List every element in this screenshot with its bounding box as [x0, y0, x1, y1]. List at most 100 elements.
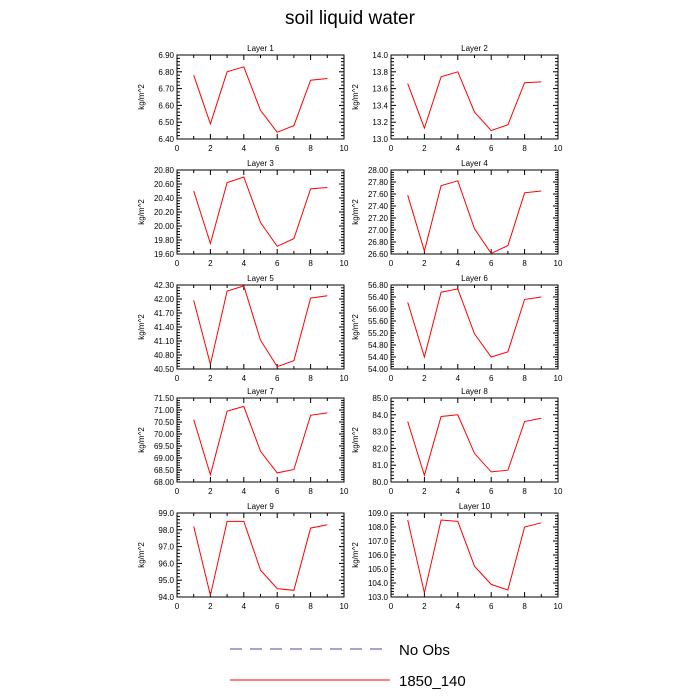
x-tick-label: 4 — [242, 602, 247, 611]
plot-frame — [176, 397, 345, 483]
y-tick-label: 56.80 — [368, 281, 389, 290]
plot-frame — [176, 284, 345, 370]
y-tick-label: 70.50 — [154, 418, 175, 427]
y-tick-label: 107.0 — [368, 537, 389, 546]
panel-layer-9: Layer 9 kg/m^2 0 2 4 6 8 10 94.0 95.0 96.0 97.0 98.0… — [137, 502, 349, 611]
y-tick-label: 83.0 — [372, 428, 388, 437]
x-tick-label: 2 — [422, 144, 427, 153]
y-tick-label: 27.80 — [368, 178, 389, 187]
x-tick-label: 0 — [389, 602, 394, 611]
y-tick-label: 55.60 — [368, 317, 389, 326]
panel-title: Layer 6 — [461, 274, 488, 283]
series-line-1850-140 — [193, 520, 328, 596]
panel-layer-2: Layer 2 kg/m^2 0 2 4 6 8 10 13.0 13.2 13.4 13.6 13.8… — [351, 44, 563, 153]
y-tick-label: 40.50 — [154, 365, 175, 374]
x-tick-label: 2 — [422, 487, 427, 496]
y-tick-label: 41.70 — [154, 309, 175, 318]
panel-title: Layer 1 — [247, 44, 274, 53]
x-tick-label: 0 — [389, 259, 394, 268]
x-tick-label: 4 — [242, 144, 247, 153]
x-tick-label: 4 — [456, 487, 461, 496]
y-tick-label: 13.0 — [372, 135, 388, 144]
x-tick-label: 0 — [389, 374, 394, 383]
x-tick-label: 8 — [522, 374, 527, 383]
x-tick-label: 4 — [456, 259, 461, 268]
x-tick-label: 2 — [208, 144, 213, 153]
y-axis-label: kg/m^2 — [351, 84, 360, 110]
series-line-1850-140 — [407, 519, 542, 593]
x-tick-label: 2 — [422, 259, 427, 268]
y-tick-label: 26.60 — [368, 250, 389, 259]
y-tick-label: 105.0 — [368, 565, 389, 574]
y-tick-label: 42.00 — [154, 295, 175, 304]
panel-layer-3: Layer 3 kg/m^2 0 2 4 6 8 10 19.60 19.80 20.00 20.20… — [137, 159, 349, 268]
x-tick-label: 6 — [275, 487, 280, 496]
y-tick-label: 20.20 — [154, 208, 175, 217]
panel-layer-5: Layer 5 kg/m^2 0 2 4 6 8 10 40.50 40.80 41.10 41.40… — [137, 274, 349, 383]
x-tick-label: 8 — [522, 602, 527, 611]
plot-frame — [390, 284, 559, 370]
y-axis-label: kg/m^2 — [137, 542, 146, 568]
y-tick-label: 13.8 — [372, 68, 388, 77]
y-tick-label: 68.50 — [154, 466, 175, 475]
x-tick-label: 2 — [422, 374, 427, 383]
y-tick-label: 103.0 — [368, 593, 389, 602]
series-line-1850-140 — [193, 66, 328, 133]
y-tick-label: 27.40 — [368, 202, 389, 211]
y-tick-label: 69.00 — [154, 454, 175, 463]
y-tick-label: 69.50 — [154, 442, 175, 451]
y-axis-label: kg/m^2 — [137, 199, 146, 225]
panel-layer-7: Layer 7 kg/m^2 0 2 4 6 8 10 68.00 68.50 69.00 69.50… — [137, 387, 349, 496]
x-tick-label: 10 — [554, 374, 563, 383]
y-tick-label: 27.20 — [368, 214, 389, 223]
y-tick-label: 85.0 — [372, 394, 388, 403]
series-line-1850-140 — [407, 71, 542, 132]
y-tick-label: 54.40 — [368, 353, 389, 362]
y-tick-label: 56.40 — [368, 293, 389, 302]
x-tick-label: 6 — [489, 602, 494, 611]
y-tick-label: 41.40 — [154, 323, 175, 332]
panel-title: Layer 9 — [247, 502, 274, 511]
y-tick-label: 98.0 — [158, 526, 174, 535]
y-tick-label: 13.2 — [372, 118, 388, 127]
y-axis-label: kg/m^2 — [351, 427, 360, 453]
panel-title: Layer 5 — [247, 274, 274, 283]
x-tick-label: 4 — [242, 259, 247, 268]
y-tick-label: 84.0 — [372, 411, 388, 420]
x-tick-label: 8 — [308, 259, 313, 268]
x-tick-label: 10 — [340, 374, 349, 383]
y-tick-label: 94.0 — [158, 593, 174, 602]
y-tick-label: 20.40 — [154, 194, 175, 203]
x-tick-label: 0 — [175, 487, 180, 496]
x-tick-label: 2 — [208, 259, 213, 268]
panel-layer-4: Layer 4 kg/m^2 0 2 4 6 8 10 26.60 26.80 27.00 27.20… — [351, 159, 563, 268]
y-tick-label: 20.60 — [154, 180, 175, 189]
y-tick-label: 6.80 — [158, 68, 174, 77]
y-tick-label: 104.0 — [368, 579, 389, 588]
x-tick-label: 10 — [340, 144, 349, 153]
y-tick-label: 28.00 — [368, 166, 389, 175]
y-tick-label: 96.0 — [158, 559, 174, 568]
x-tick-label: 6 — [489, 487, 494, 496]
y-tick-label: 108.0 — [368, 523, 389, 532]
y-tick-label: 40.80 — [154, 351, 175, 360]
y-axis-label: kg/m^2 — [351, 314, 360, 340]
x-tick-label: 8 — [308, 144, 313, 153]
x-tick-label: 10 — [554, 487, 563, 496]
y-tick-label: 109.0 — [368, 509, 389, 518]
x-tick-label: 4 — [242, 374, 247, 383]
y-tick-label: 19.80 — [154, 236, 175, 245]
y-tick-label: 81.0 — [372, 461, 388, 470]
x-tick-label: 2 — [208, 374, 213, 383]
y-axis-label: kg/m^2 — [351, 542, 360, 568]
y-tick-label: 71.00 — [154, 406, 175, 415]
y-tick-label: 6.70 — [158, 85, 174, 94]
chart-title: soil liquid water — [285, 8, 415, 29]
y-tick-label: 80.0 — [372, 478, 388, 487]
y-tick-label: 97.0 — [158, 543, 174, 552]
x-tick-label: 2 — [208, 602, 213, 611]
x-tick-label: 8 — [522, 144, 527, 153]
x-tick-label: 6 — [275, 144, 280, 153]
plot-frame — [176, 169, 345, 255]
y-tick-label: 95.0 — [158, 576, 174, 585]
